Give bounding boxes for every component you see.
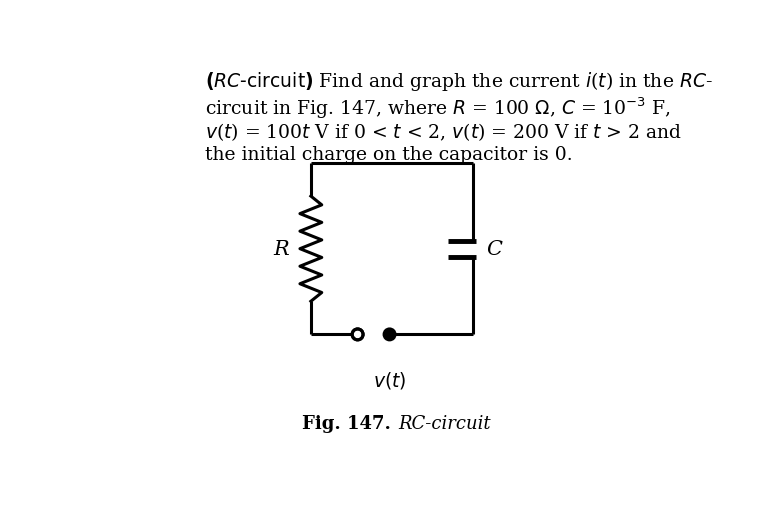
Text: Fig. 147.: Fig. 147. [302, 414, 390, 432]
Text: $v(t)$: $v(t)$ [373, 370, 407, 391]
Text: RC-circuit: RC-circuit [399, 414, 491, 432]
Circle shape [384, 329, 395, 340]
Text: $\mathbf{(\mathit{RC}\text{-circuit})}$ Find and graph the current $\mathit{i}$(: $\mathbf{(\mathit{RC}\text{-circuit})}$ … [205, 70, 713, 93]
Text: the initial charge on the capacitor is 0.: the initial charge on the capacitor is 0… [205, 146, 573, 164]
Text: circuit in Fig. 147, where $\mathit{R}$ = 100 $\Omega$, $\mathit{C}$ = 10$^{-3}$: circuit in Fig. 147, where $\mathit{R}$ … [205, 95, 671, 121]
Text: C: C [486, 240, 502, 259]
Text: R: R [273, 240, 289, 259]
Text: $\mathit{v}$($\mathit{t}$) = 100$\mathit{t}$ V if 0 < $\mathit{t}$ < 2, $\mathit: $\mathit{v}$($\mathit{t}$) = 100$\mathit… [205, 121, 681, 143]
Circle shape [352, 329, 363, 340]
